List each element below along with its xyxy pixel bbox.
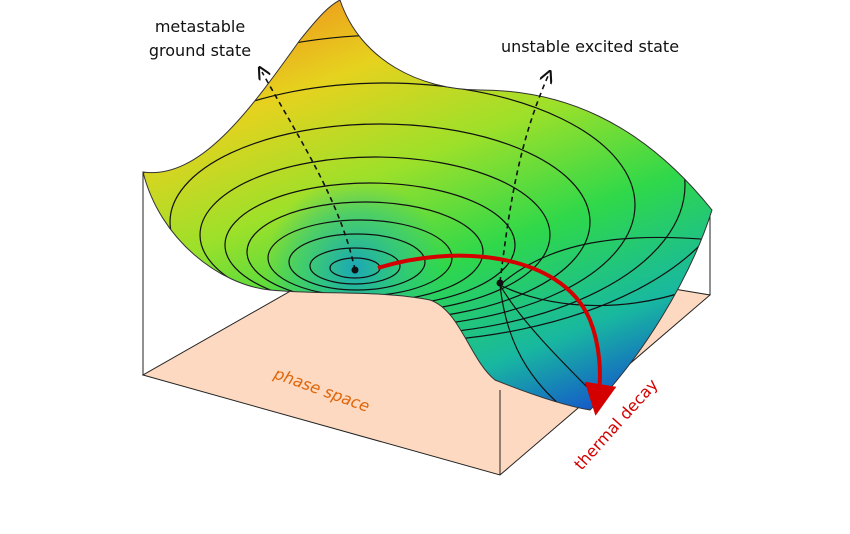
- decay-arrow: [377, 253, 617, 416]
- annotation: metastable: [155, 17, 245, 36]
- excited-state-point: [496, 279, 504, 287]
- annotation: unstable excited state: [501, 37, 679, 56]
- annotation-arrow: [499, 76, 548, 283]
- annotation: ground state: [149, 41, 251, 60]
- annotation-arrow: [262, 72, 356, 271]
- ground-state-point: [351, 266, 359, 274]
